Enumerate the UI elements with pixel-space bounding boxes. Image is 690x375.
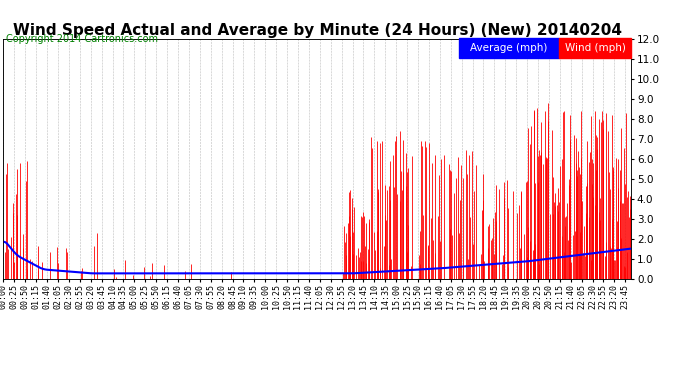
Title: Wind Speed Actual and Average by Minute (24 Hours) (New) 20140204: Wind Speed Actual and Average by Minute …	[13, 23, 622, 38]
Text: Copyright 2014 Cartronics.com: Copyright 2014 Cartronics.com	[6, 34, 157, 44]
Text: Average (mph): Average (mph)	[470, 43, 548, 53]
Text: Wind (mph): Wind (mph)	[564, 43, 626, 53]
